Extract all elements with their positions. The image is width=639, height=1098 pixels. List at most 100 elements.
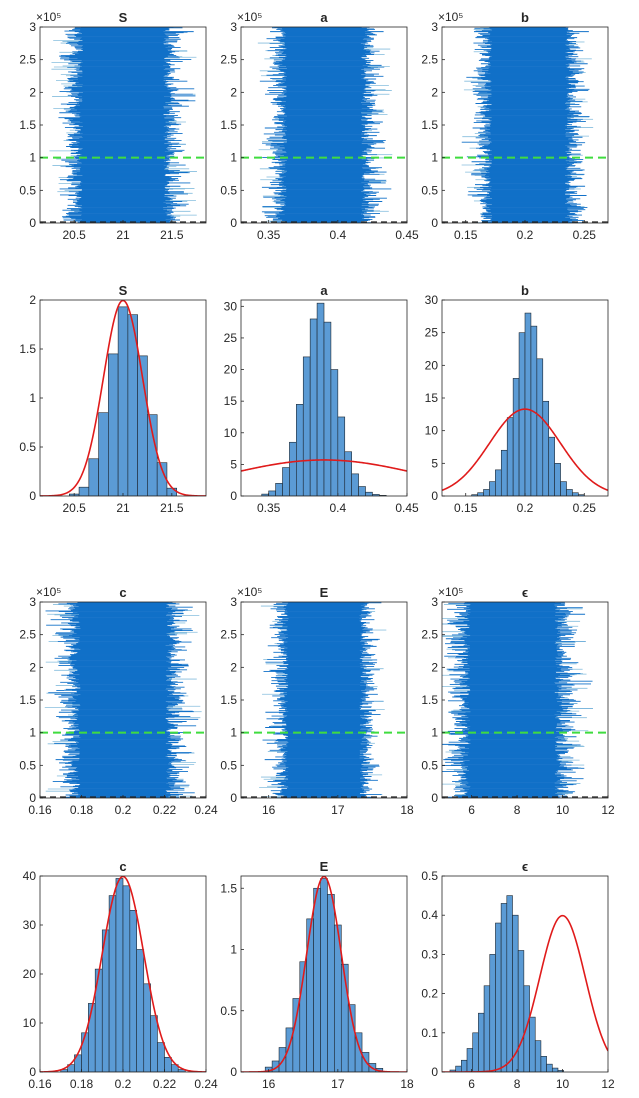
x-tick-label: 0.24 <box>194 803 218 817</box>
plot-area <box>241 27 407 223</box>
histogram-bar <box>275 483 283 496</box>
x-tick-label: 16 <box>262 803 276 817</box>
x-tick-label: 0.2 <box>517 228 534 242</box>
x-tick-label: 0.22 <box>153 803 177 817</box>
y-tick-label: 0 <box>29 1065 36 1079</box>
y-tick-label: 0.4 <box>421 908 438 922</box>
x-tick-label: 0.15 <box>454 501 478 515</box>
x-tick-label: 0.18 <box>70 1077 94 1091</box>
y-tick-label: 0 <box>431 489 438 503</box>
y-tick-label: 1.5 <box>19 118 36 132</box>
histogram-bar <box>136 949 145 1072</box>
y-tick-label: 0 <box>230 216 237 230</box>
histogram-bar <box>292 998 301 1072</box>
y-tick-label: 2 <box>29 293 36 307</box>
y-tick-label: 1 <box>29 391 36 405</box>
y-exponent-label: ×10⁵ <box>438 10 463 24</box>
prior-density-curve <box>241 459 407 472</box>
y-tick-label: 2 <box>29 660 36 674</box>
histogram-bar <box>302 356 311 496</box>
histogram-bar <box>517 950 525 1072</box>
panel-hist-eps: 0 0.1 0.2 0.3 0.4 0.5 6 8 10 12 ϵ <box>421 859 615 1091</box>
histogram-bar <box>88 1003 96 1072</box>
histogram-bar <box>557 1070 564 1072</box>
x-tick-label: 21.5 <box>160 501 184 515</box>
histogram-bar <box>289 441 297 496</box>
y-exponent-label: ×10⁵ <box>438 585 463 599</box>
panel-trace-E: 0 0.5 1 1.5 2 2.5 3 16 17 18 ×10⁵ E <box>220 585 414 817</box>
y-tick-label: 1.5 <box>220 118 237 132</box>
histogram-bar <box>344 451 352 496</box>
histogram-bar <box>320 878 328 1072</box>
x-tick-label: 12 <box>601 803 615 817</box>
plot-area <box>442 602 608 798</box>
histogram-bar <box>108 895 117 1072</box>
histogram-bar <box>337 416 346 496</box>
y-tick-label: 10 <box>224 426 238 440</box>
histogram-bar <box>536 358 544 496</box>
y-tick-label: 2.5 <box>19 53 36 67</box>
axes-box <box>240 299 408 497</box>
histogram-bar <box>461 1059 468 1072</box>
x-tick-label: 10 <box>556 1077 570 1091</box>
y-tick-label: 0.5 <box>421 183 438 197</box>
histogram-bar <box>330 369 339 496</box>
panel-title: a <box>320 283 328 298</box>
histogram-bar <box>122 885 131 1072</box>
histogram-bar <box>108 353 119 496</box>
y-tick-label: 30 <box>23 918 37 932</box>
x-tick-label: 0.45 <box>395 228 419 242</box>
y-tick-label: 1.5 <box>220 693 237 707</box>
y-tick-label: 20 <box>23 967 37 981</box>
histogram-bar <box>78 486 90 496</box>
histogram-bar <box>477 492 484 496</box>
x-tick-label: 18 <box>400 803 414 817</box>
y-tick-label: 1 <box>230 943 237 957</box>
y-tick-label: 2.5 <box>220 53 237 67</box>
y-tick-label: 5 <box>230 457 237 471</box>
histogram-bar <box>572 492 579 496</box>
y-tick-label: 2 <box>431 660 438 674</box>
panel-title: a <box>320 10 328 25</box>
x-tick-label: 20.5 <box>62 228 86 242</box>
y-tick-label: 3 <box>230 20 237 34</box>
histogram-bar <box>171 1064 179 1072</box>
plot-area <box>442 895 608 1072</box>
histogram-bar <box>316 302 325 496</box>
x-tick-label: 6 <box>468 1077 475 1091</box>
panel-title: S <box>119 283 128 298</box>
y-tick-label: 2 <box>230 85 237 99</box>
y-tick-label: 0.3 <box>421 947 438 961</box>
histogram-bar <box>296 404 304 496</box>
y-tick-label: 0 <box>29 791 36 805</box>
y-tick-label: 0.5 <box>220 183 237 197</box>
histogram-bar <box>500 449 508 496</box>
y-tick-label: 0 <box>431 1065 438 1079</box>
y-tick-label: 0.5 <box>19 183 36 197</box>
panel-hist-a: 0 5 10 15 20 25 30 0.35 0.4 0.45 a <box>224 283 419 515</box>
x-tick-label: 0.4 <box>329 501 346 515</box>
x-tick-label: 18 <box>400 1077 414 1091</box>
y-tick-label: 3 <box>29 595 36 609</box>
histogram-bar <box>506 417 514 496</box>
plot-area <box>40 27 206 223</box>
axes-box <box>441 875 609 1073</box>
y-exponent-label: ×10⁵ <box>237 10 262 24</box>
x-tick-label: 21 <box>116 501 130 515</box>
x-tick-label: 0.15 <box>454 228 478 242</box>
histogram-bar <box>455 1065 462 1072</box>
histogram-bar <box>524 312 532 496</box>
panel-trace-b: 0 0.5 1 1.5 2 2.5 3 0.15 0.2 0.25 ×10⁵ b <box>421 10 609 242</box>
x-tick-label: 16 <box>262 1077 276 1091</box>
y-tick-label: 1.5 <box>421 693 438 707</box>
y-tick-label: 0.5 <box>421 758 438 772</box>
y-tick-label: 30 <box>224 299 238 313</box>
y-tick-label: 1 <box>29 726 36 740</box>
panel-title: ϵ <box>522 859 528 874</box>
y-tick-label: 10 <box>425 424 439 438</box>
histogram-bar <box>548 436 555 496</box>
prior-density-curve <box>40 300 206 496</box>
histogram-bar <box>150 1015 158 1072</box>
histogram-bar <box>478 1012 485 1072</box>
y-tick-label: 0.5 <box>220 1004 237 1018</box>
